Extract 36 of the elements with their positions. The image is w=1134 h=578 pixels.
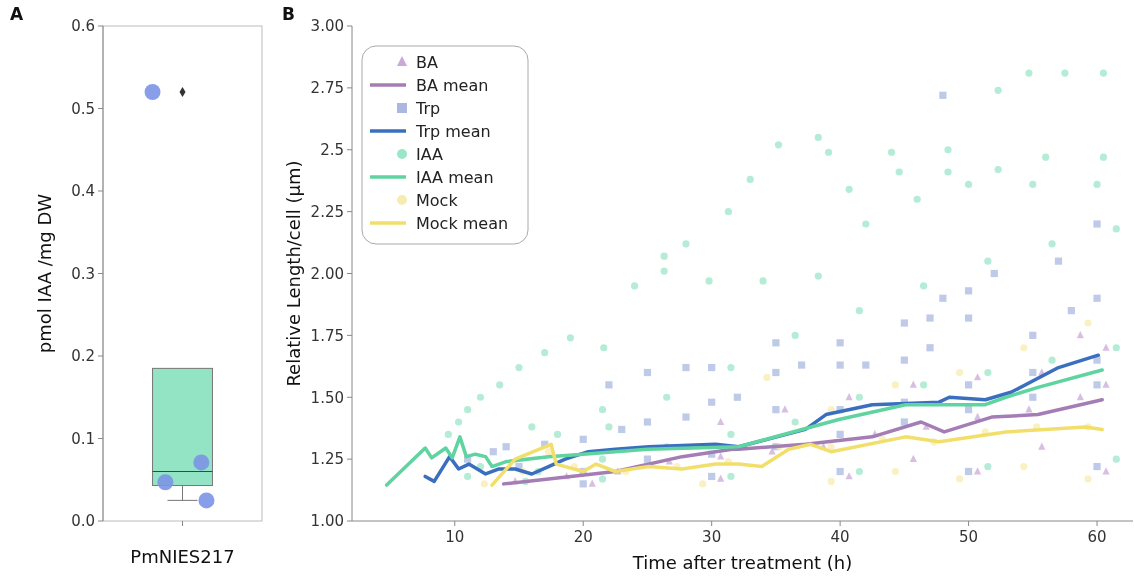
x-tick-label: 20 [573, 528, 593, 546]
legend-label: Mock mean [416, 213, 509, 233]
x-axis-title: Time after treatment (h) [631, 552, 853, 573]
chart-title: B [282, 4, 295, 24]
y-axis-title: Relative Length/cell (μm) [283, 160, 304, 387]
legend-label: IAA [416, 144, 444, 164]
x-tick-label: PmNIES217 [130, 546, 235, 567]
y-tick-label: 0.4 [71, 182, 95, 201]
chart-title: A [10, 4, 24, 24]
legend-label: BA mean [416, 75, 489, 95]
y-axis-title: pmol IAA /mg DW [34, 193, 55, 354]
y-tick-label: 1.75 [310, 326, 344, 345]
y-tick-label: 3.00 [310, 17, 344, 36]
y-tick-label: 2.75 [310, 79, 344, 98]
y-tick-label: 1.00 [310, 512, 344, 531]
legend-label: Mock [416, 190, 459, 210]
y-tick-label: 0.5 [71, 99, 95, 118]
y-tick-label: 2.00 [310, 264, 344, 283]
x-tick-label: 50 [959, 528, 979, 546]
y-tick-label: 2.5 [320, 141, 344, 159]
y-tick-label: 0.6 [71, 17, 95, 36]
legend-label: IAA mean [416, 167, 494, 187]
y-tick-label: 2.25 [310, 202, 344, 221]
y-tick-label: 1.50 [310, 388, 344, 407]
y-tick-label: 0.2 [71, 347, 95, 366]
x-tick-label: 60 [1087, 528, 1107, 546]
y-tick-label: 0.0 [71, 512, 95, 531]
x-tick-label: 40 [830, 528, 850, 546]
y-tick-label: 0.1 [71, 429, 95, 448]
legend-label: Trp [415, 98, 441, 118]
legend-label: Trp mean [415, 121, 491, 141]
x-tick-label: 30 [702, 528, 722, 546]
x-tick-label: 10 [445, 528, 465, 546]
y-tick-label: 1.25 [310, 450, 344, 469]
legend-label: BA [416, 52, 438, 72]
y-tick-label: 0.3 [71, 264, 95, 283]
